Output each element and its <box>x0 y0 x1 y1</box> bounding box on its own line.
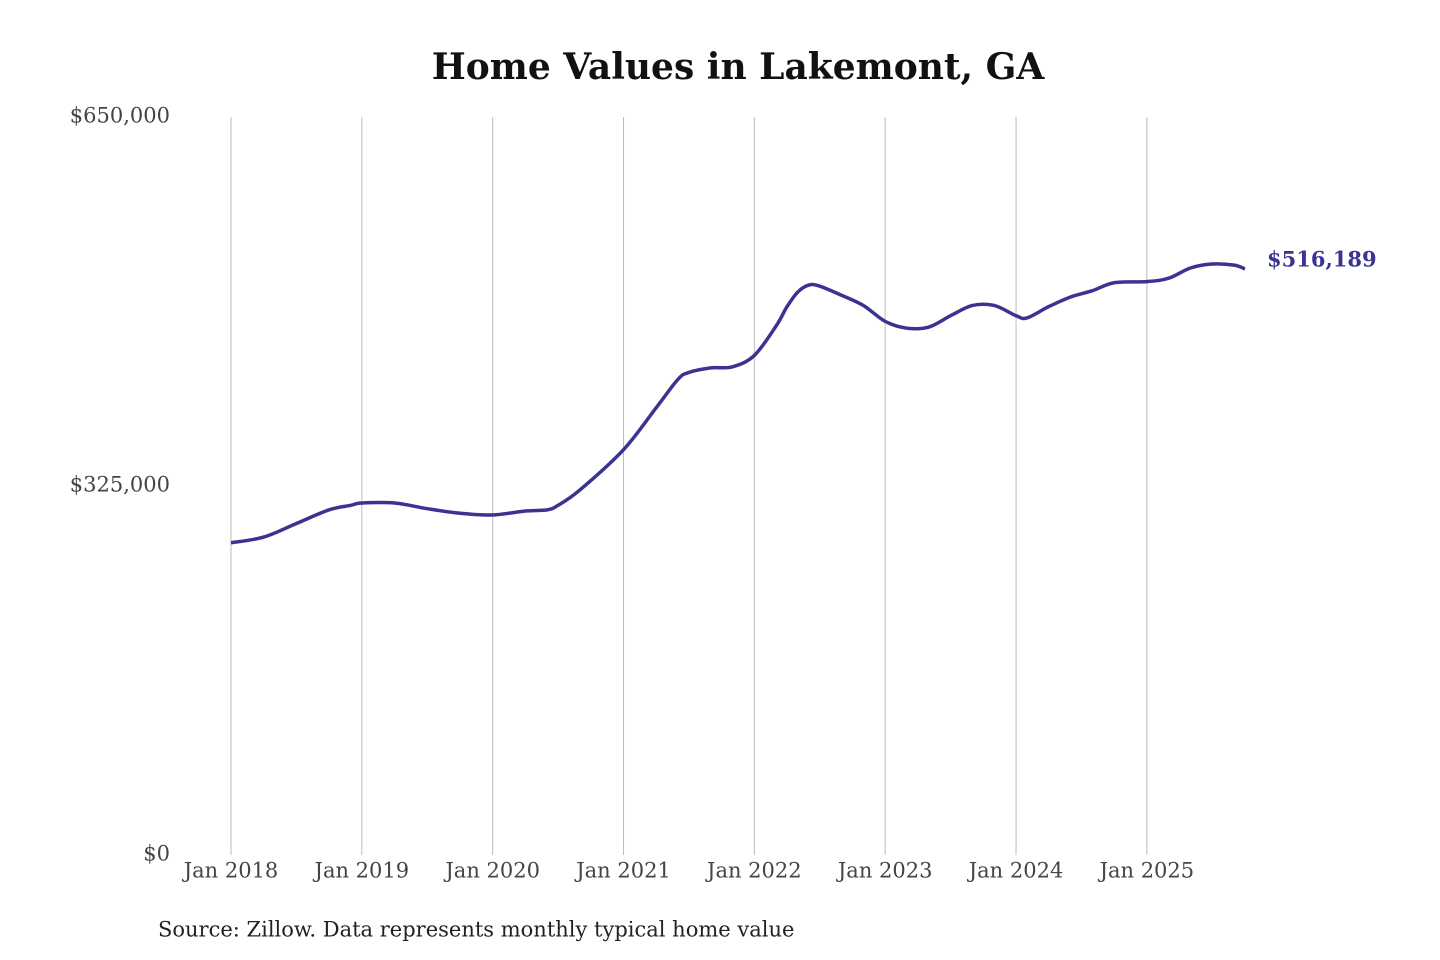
x-tick-label: Jan 2023 <box>836 859 933 883</box>
source-note: Source: Zillow. Data represents monthly … <box>158 918 794 942</box>
value-label: $516,189 <box>1267 246 1377 271</box>
x-tick-label: Jan 2021 <box>574 859 671 883</box>
x-tick-label: Jan 2019 <box>313 859 410 883</box>
chart-title: Home Values in Lakemont, GA <box>432 46 1046 88</box>
x-tick-label: Jan 2024 <box>967 859 1064 883</box>
x-tick-label: Jan 2022 <box>705 859 802 883</box>
y-tick-label: $650,000 <box>70 104 170 128</box>
y-tick-label: $325,000 <box>70 473 170 497</box>
data-line <box>230 262 1246 545</box>
x-tick-label: Jan 2018 <box>182 859 279 883</box>
x-tick-label: Jan 2020 <box>443 859 540 883</box>
x-tick-label: Jan 2025 <box>1098 859 1195 883</box>
y-tick-label: $0 <box>143 842 170 866</box>
